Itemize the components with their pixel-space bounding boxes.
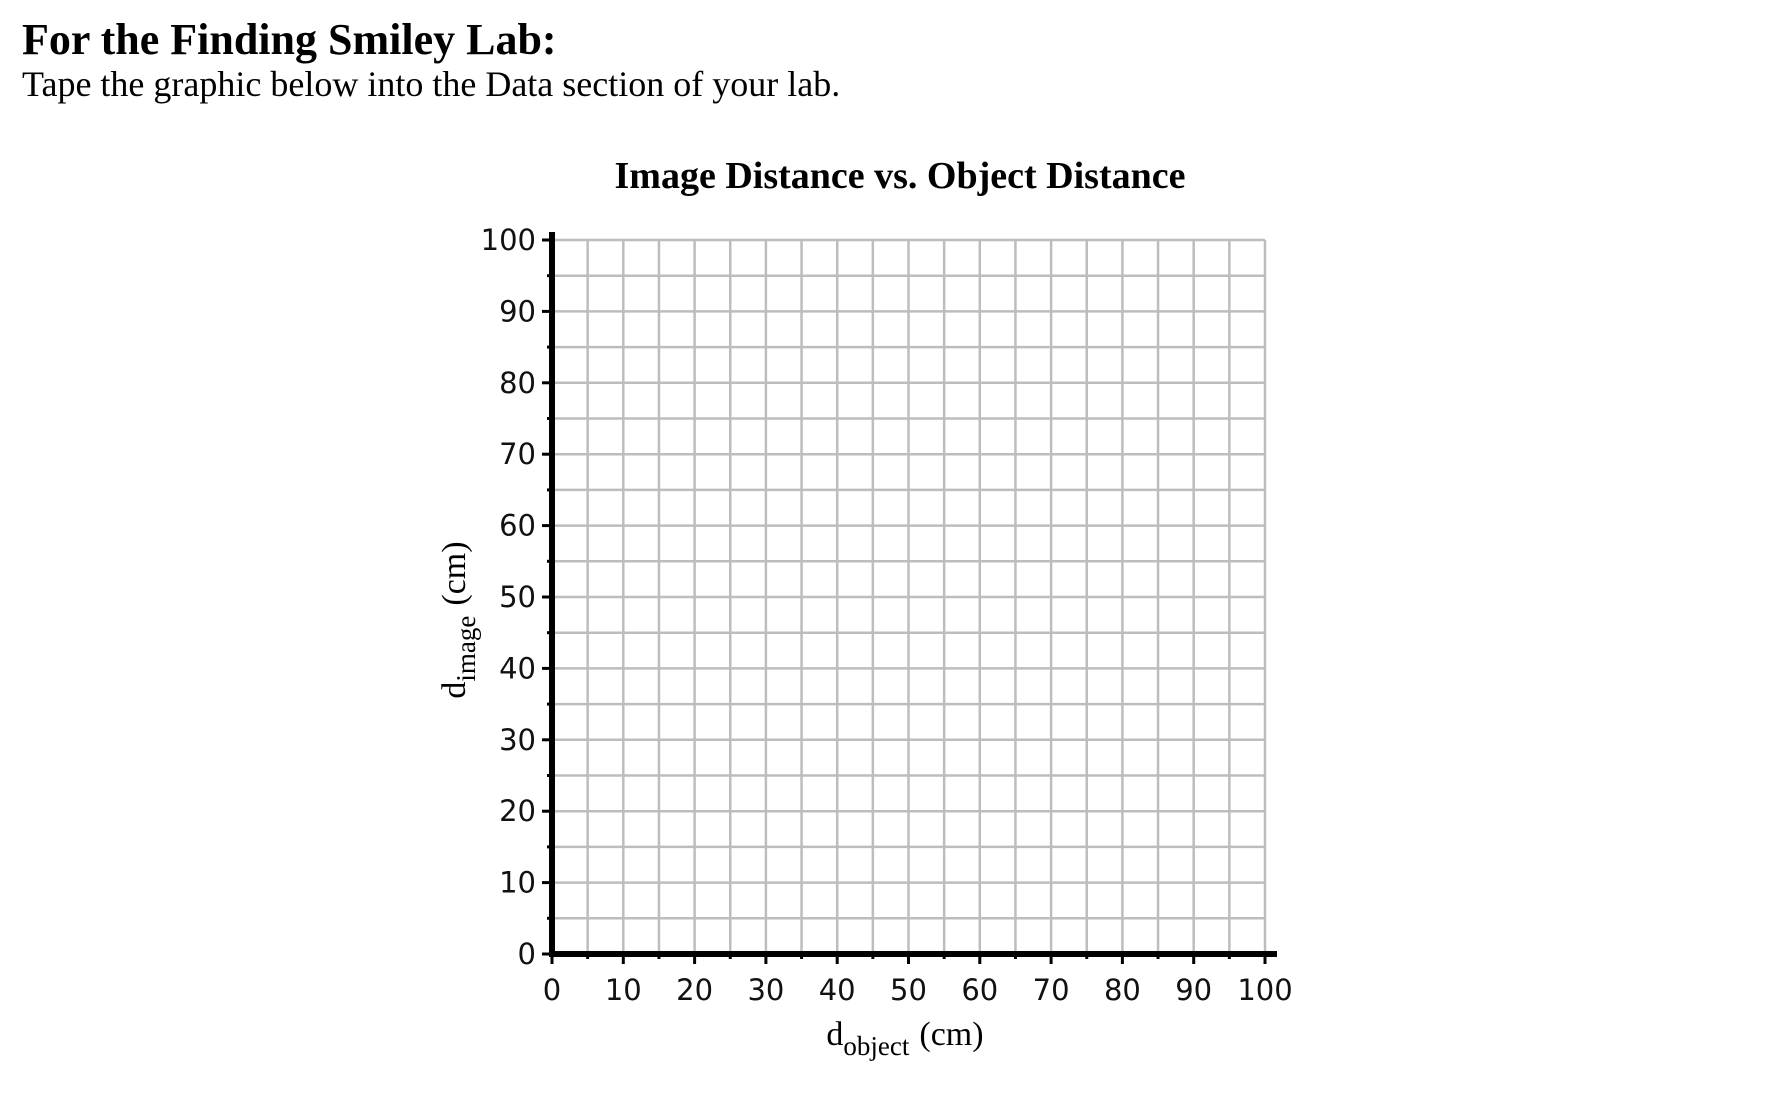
axes <box>542 232 1277 964</box>
x-tick-label: 70 <box>1033 973 1070 1007</box>
x-tick-label: 50 <box>890 973 927 1007</box>
y-tick-label: 0 <box>518 937 536 971</box>
x-axis-label-main: d <box>826 1016 843 1053</box>
y-tick-label: 30 <box>499 723 536 757</box>
x-tick-label: 20 <box>676 973 713 1007</box>
x-axis-label-subscript: object <box>843 1031 909 1061</box>
y-tick-label: 100 <box>481 223 536 257</box>
y-tick-label: 50 <box>499 580 536 614</box>
y-axis-label-subscript: image <box>451 616 481 682</box>
x-tick-label: 0 <box>543 973 561 1007</box>
y-tick-label: 80 <box>499 366 536 400</box>
x-axis-label-unit: (cm) <box>919 1016 983 1053</box>
x-tick-label: 10 <box>605 973 642 1007</box>
y-tick-label: 10 <box>499 866 536 900</box>
y-tick-label: 20 <box>499 794 536 828</box>
x-axis-label: dobject (cm) <box>826 1016 983 1061</box>
y-axis-label-main: d <box>436 682 473 699</box>
y-tick-label: 40 <box>499 651 536 685</box>
x-tick-label: 30 <box>747 973 784 1007</box>
x-tick-label: 90 <box>1175 973 1212 1007</box>
y-axis-label: dimage (cm) <box>436 541 481 698</box>
ticks: 0 10 20 30 40 50 60 70 80 90 100 0 10 20 30 40 50 60 70 80 9… <box>481 223 1293 1007</box>
y-tick-label: 60 <box>499 509 536 543</box>
y-axis-label-unit: (cm) <box>436 541 473 605</box>
page-title: For the Finding Smiley Lab: <box>22 15 557 64</box>
chart-title: Image Distance vs. Object Distance <box>615 155 1186 197</box>
grid <box>550 238 1267 956</box>
y-tick-label: 90 <box>499 294 536 328</box>
instructions-text: Tape the graphic below into the Data sec… <box>22 64 841 104</box>
x-tick-label: 100 <box>1237 973 1292 1007</box>
y-tick-label: 70 <box>499 437 536 471</box>
x-tick-label: 80 <box>1104 973 1141 1007</box>
x-tick-label: 60 <box>961 973 998 1007</box>
x-tick-label: 40 <box>819 973 856 1007</box>
